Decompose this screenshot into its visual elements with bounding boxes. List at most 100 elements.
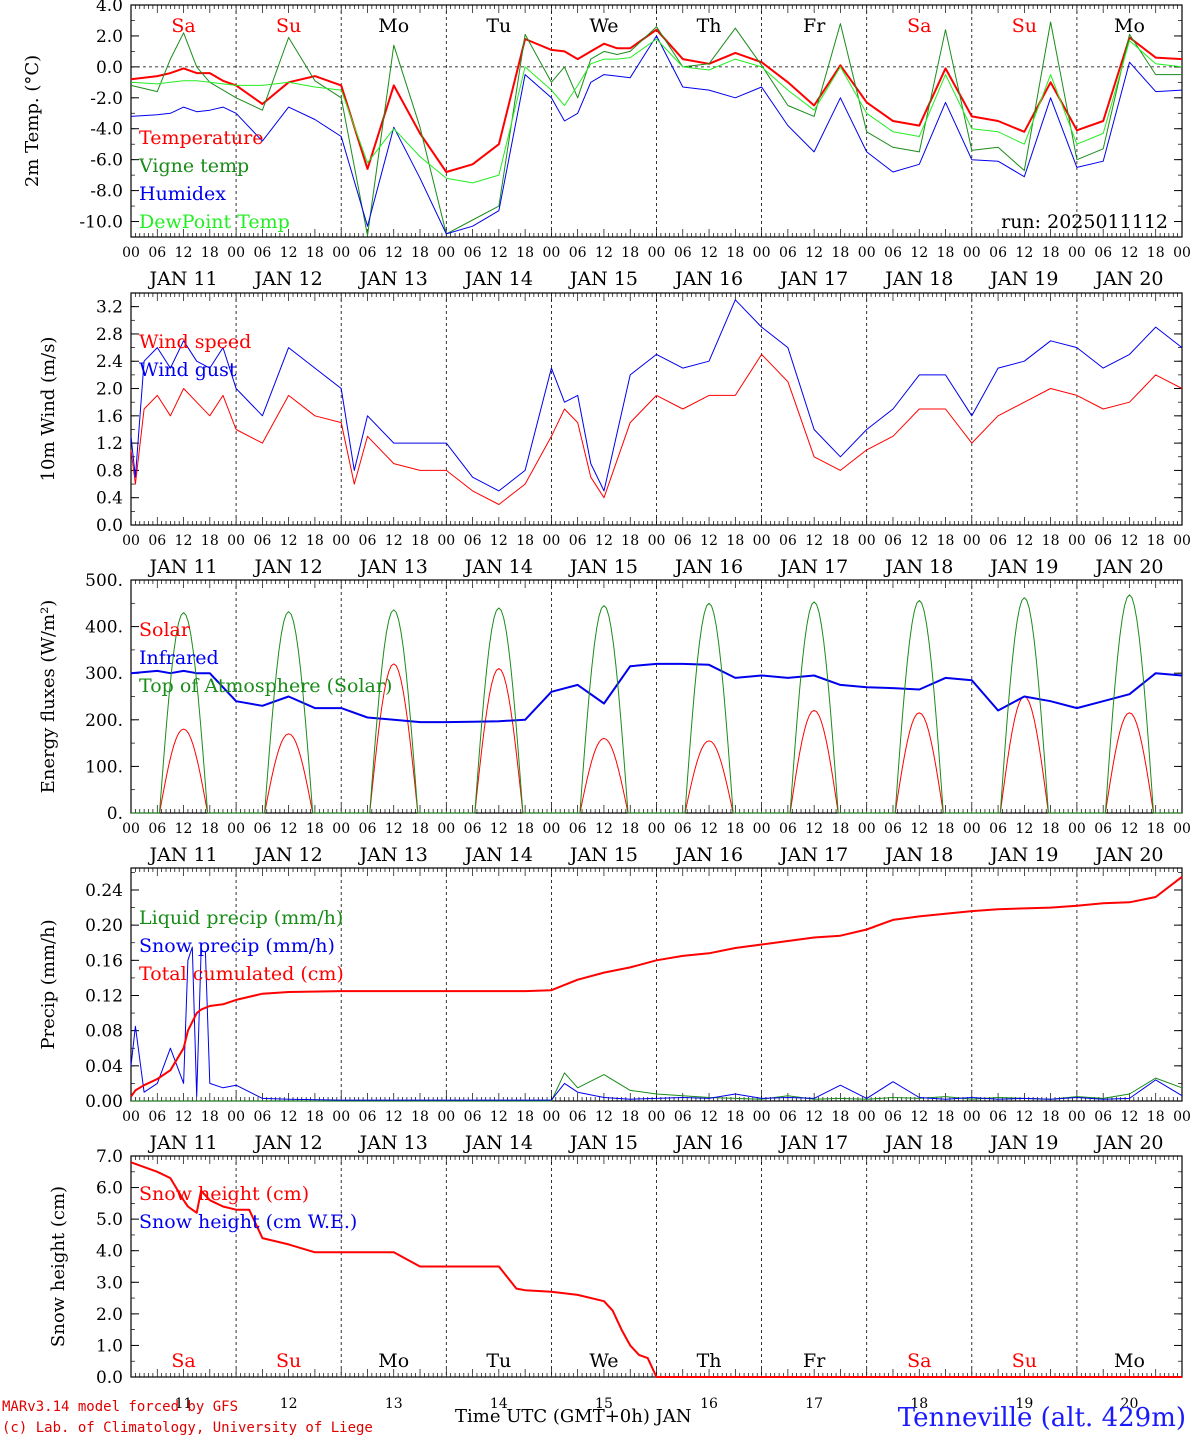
y-tick-label: -6.0 [90, 151, 123, 171]
day-label: JAN 17 [778, 556, 848, 578]
y-tick-label: -2.0 [90, 89, 123, 109]
hour-tick-label: 00 [1068, 821, 1086, 837]
y-tick-label: 0.0 [96, 516, 123, 536]
day-label: JAN 13 [358, 556, 428, 578]
legend-entry: Snow height (cm W.E.) [139, 1211, 357, 1233]
weekday-label: Mo [1114, 15, 1145, 37]
series-line-humidex [130, 35, 1183, 235]
weekday-label: Th [697, 15, 722, 37]
series-line-wind-speed [130, 353, 1183, 505]
hour-tick-label: 00 [122, 533, 140, 549]
hour-tick-label: 00 [122, 821, 140, 837]
hour-tick-label: 12 [805, 533, 823, 549]
hour-tick-label: 06 [779, 245, 797, 261]
hour-tick-label: 18 [937, 245, 955, 261]
hour-tick-label: 12 [385, 533, 403, 549]
hour-tick-label: 06 [989, 1109, 1007, 1125]
day-label: JAN 12 [253, 556, 323, 578]
y-tick-label: 2.0 [96, 380, 123, 400]
day-label: JAN 16 [673, 556, 743, 578]
day-label: JAN 19 [988, 1132, 1058, 1154]
hour-tick-label: 00 [542, 821, 560, 837]
hour-tick-label: 06 [1094, 533, 1112, 549]
hour-tick-label: 00 [227, 245, 245, 261]
hour-tick-label: 00 [227, 533, 245, 549]
hour-tick-label: 18 [201, 533, 219, 549]
day-label: JAN 20 [1093, 1132, 1163, 1154]
day-label: JAN 11 [147, 1132, 217, 1154]
day-label: JAN 18 [883, 556, 953, 578]
legend-entry: Liquid precip (mm/h) [139, 907, 343, 929]
panel-5 [130, 1155, 1183, 1378]
run-label: run: 2025011112 [1001, 211, 1168, 233]
hour-tick-label: 00 [437, 533, 455, 549]
day-label: JAN 15 [568, 1132, 638, 1154]
y-tick-label: 500. [85, 571, 123, 591]
hour-tick-label: 18 [1042, 821, 1060, 837]
hour-tick-label: 00 [1173, 245, 1191, 261]
hour-tick-label: 12 [595, 533, 613, 549]
series-line-snow-precip-mm-h [130, 946, 1183, 1101]
credit-line-1: MARv3.14 model forced by GFS [2, 1399, 239, 1415]
hour-tick-label: 00 [858, 533, 876, 549]
series-line-dewpoint-temp [130, 38, 1183, 184]
legend-entry: Snow height (cm) [139, 1183, 309, 1205]
legend-entry: Vigne temp [138, 155, 249, 177]
y-tick-label: 100. [85, 757, 123, 777]
day-number-label: 19 [1015, 1396, 1033, 1412]
day-label: JAN 12 [253, 1132, 323, 1154]
hour-tick-label: 12 [490, 1109, 508, 1125]
hour-tick-label: 12 [175, 533, 193, 549]
y-axis-label: Energy fluxes (W/m²) [38, 600, 59, 794]
weekday-label: Tu [486, 1350, 511, 1372]
hour-tick-label: 06 [253, 245, 271, 261]
hour-tick-label: 06 [569, 533, 587, 549]
hour-tick-label: 06 [674, 1109, 692, 1125]
hour-tick-label: 12 [595, 1109, 613, 1125]
y-axis-label: 10m Wind (m/s) [38, 337, 59, 482]
y-tick-label: 2.0 [96, 27, 123, 47]
y-tick-label: -4.0 [90, 120, 123, 140]
hour-tick-label: 12 [910, 245, 928, 261]
hour-tick-label: 00 [122, 245, 140, 261]
weekday-label: Tu [486, 15, 511, 37]
hour-tick-label: 12 [175, 1109, 193, 1125]
day-number-label: 15 [595, 1396, 613, 1412]
hour-tick-label: 12 [910, 1109, 928, 1125]
hour-tick-label: 00 [1068, 245, 1086, 261]
hour-tick-label: 12 [280, 533, 298, 549]
hour-tick-label: 00 [648, 821, 666, 837]
hour-tick-label: 06 [464, 821, 482, 837]
day-label: JAN 15 [568, 556, 638, 578]
y-axis-label: Precip (mm/h) [38, 919, 59, 1049]
weekday-label: We [589, 1350, 618, 1372]
station-name: Tenneville (alt. 429m) [897, 1403, 1186, 1433]
hour-tick-label: 18 [1147, 533, 1165, 549]
hour-tick-label: 12 [1121, 245, 1139, 261]
hour-tick-label: 12 [700, 245, 718, 261]
weekday-label: Su [1012, 15, 1037, 37]
day-label: JAN 17 [778, 1132, 848, 1154]
panel-4 [130, 867, 1183, 1102]
y-tick-label: 5.0 [96, 1210, 123, 1230]
hour-tick-label: 06 [1094, 1109, 1112, 1125]
hour-tick-label: 12 [490, 533, 508, 549]
legend-entry: Top of Atmosphere (Solar) [139, 675, 392, 697]
weekday-label: Sa [907, 15, 931, 37]
hour-tick-label: 06 [253, 1109, 271, 1125]
day-label: JAN 11 [147, 844, 217, 866]
y-tick-label: 7.0 [96, 1147, 123, 1167]
hour-tick-label: 18 [411, 533, 429, 549]
weekday-label: Fr [803, 1350, 826, 1372]
hour-tick-label: 06 [359, 245, 377, 261]
hour-tick-label: 06 [359, 821, 377, 837]
hour-tick-label: 06 [148, 821, 166, 837]
day-number-label: 16 [700, 1396, 718, 1412]
hour-tick-label: 18 [201, 821, 219, 837]
hour-tick-label: 18 [1042, 533, 1060, 549]
hour-tick-label: 06 [884, 245, 902, 261]
hour-tick-label: 06 [884, 821, 902, 837]
hour-tick-label: 06 [359, 1109, 377, 1125]
hour-tick-label: 12 [385, 245, 403, 261]
hour-tick-label: 06 [569, 1109, 587, 1125]
